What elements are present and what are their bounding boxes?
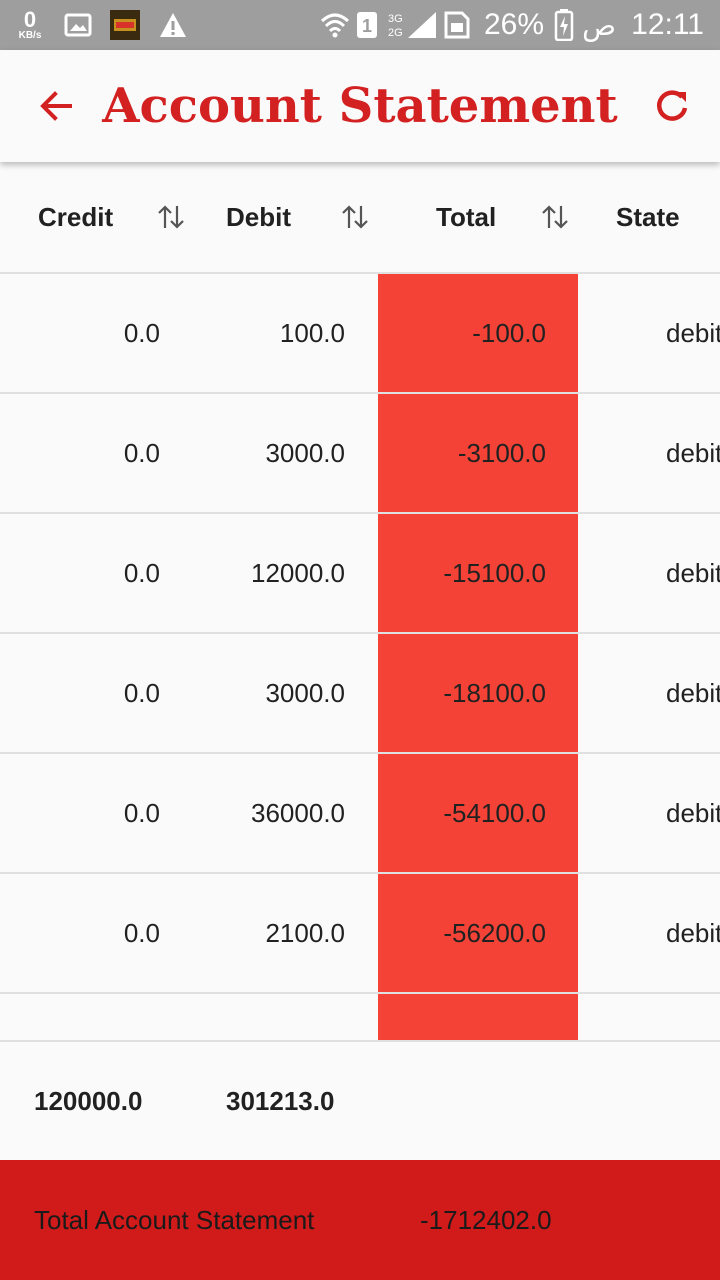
battery-percent: 26% — [483, 8, 544, 41]
back-button[interactable] — [28, 78, 84, 134]
total-cell: -54100.0 — [378, 754, 578, 872]
debit-sum: 301213.0 — [226, 1085, 335, 1116]
table-row[interactable]: 0.0 100.0 -100.0 debit — [0, 274, 720, 394]
debit-cell: 36000.0 — [251, 797, 345, 828]
credit-sum: 120000.0 — [34, 1085, 143, 1116]
table-body: 0.0 100.0 -100.0 debit 0.0 3000.0 -3100.… — [0, 274, 720, 994]
total-label: Total Account Statement — [34, 1204, 315, 1235]
svg-text:3G: 3G — [388, 13, 403, 25]
debit-cell: 3000.0 — [265, 677, 345, 708]
total-value: -18100.0 — [443, 677, 546, 708]
table-row[interactable]: 0.0 12000.0 -15100.0 debit — [0, 514, 720, 634]
table-row[interactable]: 0.0 2100.0 -56200.0 debit — [0, 874, 720, 994]
sim-icon: 1 — [356, 0, 378, 50]
clock: 12:11 — [631, 8, 704, 41]
credit-cell: 0.0 — [123, 437, 160, 468]
image-icon — [64, 0, 92, 50]
credit-cell: 0.0 — [123, 677, 160, 708]
table-row[interactable]: 0.0 36000.0 -54100.0 debit — [0, 754, 720, 874]
ampm-label: ص — [582, 9, 616, 41]
credit-cell: 0.0 — [123, 557, 160, 588]
network-speed-unit: KB/s — [18, 30, 42, 41]
sum-row: 120000.0 301213.0 — [0, 1040, 720, 1162]
total-value: -100.0 — [472, 317, 546, 348]
column-header-total[interactable]: Total — [436, 201, 497, 232]
total-value: -56200.0 — [443, 917, 546, 948]
refresh-icon — [656, 90, 688, 121]
refresh-button[interactable] — [644, 78, 700, 134]
total-value: -1712402.0 — [420, 1204, 552, 1235]
svg-text:1: 1 — [362, 16, 372, 36]
total-cell: -18100.0 — [378, 634, 578, 752]
sort-credit-icon[interactable] — [156, 202, 186, 232]
wifi-icon — [320, 0, 350, 50]
total-cell: -15100.0 — [378, 514, 578, 632]
total-footer: Total Account Statement -1712402.0 — [0, 1160, 720, 1280]
state-cell: debit — [666, 557, 720, 588]
credit-cell: 0.0 — [123, 917, 160, 948]
network-speed-value: 0 — [23, 7, 37, 32]
column-header-credit[interactable]: Credit — [38, 201, 114, 232]
table-row[interactable]: 0.0 3000.0 -18100.0 debit — [0, 634, 720, 754]
column-header-debit[interactable]: Debit — [226, 201, 291, 232]
table-header: Credit Debit Total State — [0, 162, 720, 274]
total-value: -54100.0 — [443, 797, 546, 828]
credit-cell: 0.0 — [123, 317, 160, 348]
battery-icon — [554, 0, 574, 50]
debit-cell: 12000.0 — [251, 557, 345, 588]
credit-cell: 0.0 — [123, 797, 160, 828]
table-row[interactable]: 0.0 3000.0 -3100.0 debit — [0, 394, 720, 514]
state-cell: debit — [666, 437, 720, 468]
sort-total-icon[interactable] — [540, 202, 570, 232]
status-bar: 0 KB/s 1 3G 2G 26% ص 12:11 — [0, 0, 720, 50]
debit-cell: 2100.0 — [265, 917, 345, 948]
state-cell: debit — [666, 677, 720, 708]
total-cell: -56200.0 — [378, 874, 578, 992]
state-cell: debit — [666, 917, 720, 948]
svg-text:2G: 2G — [388, 27, 403, 39]
debit-cell: 100.0 — [279, 317, 345, 348]
total-cell: -3100.0 — [378, 394, 578, 512]
page-title: Account Statement — [102, 78, 618, 134]
signal-icon: 3G 2G — [388, 0, 438, 50]
app-icon — [110, 0, 140, 50]
state-cell: debit — [666, 317, 720, 348]
total-cell: -100.0 — [378, 274, 578, 392]
column-header-state: State — [616, 201, 680, 232]
total-value: -15100.0 — [443, 557, 546, 588]
arrow-left-icon — [40, 91, 72, 121]
debit-cell: 3000.0 — [265, 437, 345, 468]
total-cell — [378, 994, 578, 1040]
app-bar: Account Statement — [0, 50, 720, 162]
sort-debit-icon[interactable] — [340, 202, 370, 232]
warning-icon — [158, 0, 188, 50]
network-speed: 0 KB/s — [12, 0, 48, 50]
state-cell: debit — [666, 797, 720, 828]
total-value: -3100.0 — [457, 437, 546, 468]
table-row-partial — [0, 994, 720, 1040]
sim-card-icon — [444, 0, 470, 50]
